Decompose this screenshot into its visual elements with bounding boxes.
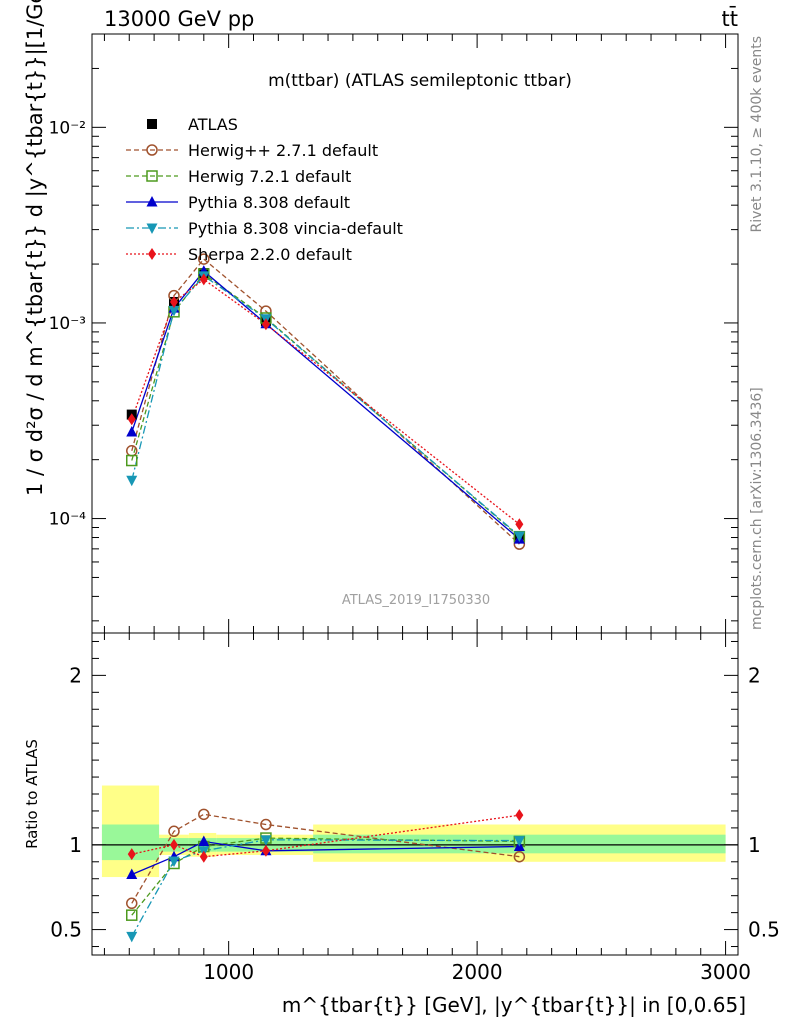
- main-data-point: [168, 305, 180, 317]
- ratio-data-point: [261, 844, 270, 857]
- main-data-point: [169, 295, 178, 308]
- ratio-series-line: [131, 813, 520, 904]
- ratio-y-tick-label-right: 1: [748, 833, 761, 857]
- analysis-watermark: ATLAS_2019_I1750330: [342, 593, 490, 608]
- main-data-point: [126, 475, 138, 487]
- main-y-axis-label: 1 / σ d²σ / d m^{tbar{t}} d |y^{tbar{t}}…: [23, 0, 48, 496]
- ratio-data-point: [168, 856, 180, 867]
- ratio-uncertainty-bands: [92, 785, 738, 878]
- x-tick-label: 3000: [700, 960, 751, 984]
- x-tick-label: 2000: [452, 960, 503, 984]
- legend-label: Pythia 8.308 default: [188, 193, 350, 212]
- main-data-point: [515, 518, 524, 531]
- ratio-data-point: [126, 868, 138, 879]
- main-chart-title: m(ttbar) (ATLAS semileptonic ttbar): [268, 71, 572, 91]
- ratio-data-point: [126, 909, 138, 921]
- rivet-label: Rivet 3.1.10, ≥ 400k events: [749, 36, 765, 233]
- ratio-data-point: [169, 838, 178, 851]
- legend-marker: [148, 248, 156, 260]
- ratio-y-axis-label: Ratio to ATLAS: [23, 739, 41, 849]
- main-data-point: [199, 273, 208, 286]
- source-label: mcplots.cern.ch [arXiv:1306.3436]: [749, 387, 765, 630]
- ratio-y-tick-label: 1: [69, 833, 82, 857]
- ratio-y-tick-label-right: 0.5: [748, 918, 780, 942]
- header-left: 13000 GeV pp: [104, 7, 254, 31]
- main-data-point: [198, 253, 210, 265]
- ratio-data-point: [515, 809, 524, 822]
- ratio-y-tick-label-right: 2: [748, 663, 761, 687]
- ratio-data-point: [198, 835, 210, 846]
- main-data-point: [513, 531, 525, 542]
- x-axis-label: m^{tbar{t}} [GeV], |y^{tbar{t}}| in [0,0…: [282, 993, 746, 1017]
- legend: ATLAS Herwig++ 2.7.1 default Herwig 7.2.1 …: [126, 115, 403, 264]
- legend-label: ATLAS: [188, 115, 238, 134]
- main-data-point: [126, 426, 138, 437]
- legend-marker: [147, 119, 157, 129]
- main-y-tick-label: 10⁻⁴: [49, 510, 87, 530]
- main-plot-area: [92, 34, 738, 633]
- main-data-point: [261, 318, 270, 331]
- legend-marker: [146, 170, 158, 182]
- x-tick-label: 1000: [203, 960, 254, 984]
- ratio-series-line: [131, 837, 520, 916]
- ratio-data-point: [168, 825, 180, 838]
- main-series-markers: [126, 253, 526, 550]
- ratio-data-point: [126, 931, 138, 943]
- main-series-line: [131, 258, 520, 545]
- main-background: [92, 34, 738, 633]
- ratio-data-point: [513, 850, 526, 863]
- ratio-y-tick-label: 0.5: [50, 918, 82, 942]
- legend-marker: [146, 223, 158, 234]
- legend-label: Pythia 8.308 vincia-default: [188, 219, 403, 238]
- header-right: tt̄: [722, 6, 738, 31]
- ratio-data-point: [260, 835, 272, 846]
- legend-label: Sherpa 2.2.0 default: [188, 245, 352, 264]
- ratio-series-markers: [126, 808, 526, 943]
- ratio-data-point: [126, 897, 138, 910]
- main-data-point: [126, 454, 138, 467]
- legend-marker: [146, 196, 158, 207]
- main-y-tick-label: 10⁻²: [49, 118, 86, 138]
- ratio-data-point: [198, 808, 210, 821]
- ratio-data-point: [199, 850, 208, 863]
- ratio-data-point: [260, 818, 272, 831]
- ratio-series-line: [131, 814, 520, 858]
- ratio-y-tick-label: 2: [69, 663, 82, 687]
- legend-marker: [146, 144, 158, 156]
- ratio-frame: [91, 632, 739, 956]
- main-data-point: [127, 413, 136, 426]
- legend-label: Herwig++ 2.7.1 default: [188, 141, 378, 160]
- ratio-axes: 0.5 0.5 1 1 2 2 1000 2000 3000: [50, 632, 780, 984]
- main-y-tick-label: 10⁻³: [49, 314, 86, 334]
- ratio-data-point: [513, 836, 525, 847]
- legend-label: Herwig 7.2.1 default: [188, 167, 351, 186]
- ratio-data-point: [127, 848, 136, 861]
